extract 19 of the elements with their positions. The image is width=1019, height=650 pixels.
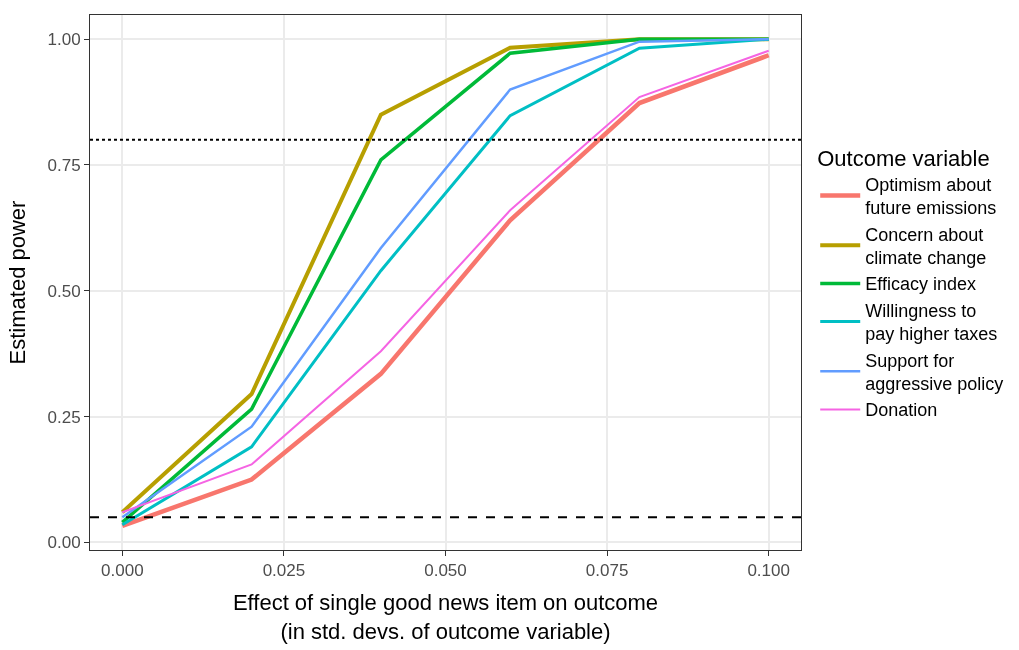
y-tick-label: 0.00 [47, 533, 81, 553]
y-tick-label: 1.00 [47, 30, 81, 50]
y-tick-label: 0.75 [47, 155, 81, 175]
x-tick-label: 0.000 [101, 561, 144, 581]
legend-label: Optimism about future emissions [865, 174, 997, 219]
y-tick-label: 0.50 [47, 281, 81, 301]
legend-label: Willingness to pay higher taxes [865, 300, 998, 345]
legend-label: Efficacy index [865, 274, 976, 295]
legend-title: Outcome variable [817, 145, 990, 171]
y-tick-label: 0.25 [47, 407, 81, 427]
y-axis-title: Estimated power [5, 200, 31, 365]
legend-label: Concern about climate change [865, 224, 987, 269]
x-tick-label: 0.100 [747, 561, 790, 581]
x-tick-label: 0.075 [585, 561, 629, 581]
x-tick-label: 0.025 [262, 561, 306, 581]
x-tick-label: 0.050 [424, 561, 467, 581]
legend-label: Donation [865, 400, 938, 421]
legend-label: Support for aggressive policy [865, 350, 1004, 395]
x-axis-title: Effect of single good news item on outcome (in std. devs. of outcome variable) [232, 590, 659, 644]
